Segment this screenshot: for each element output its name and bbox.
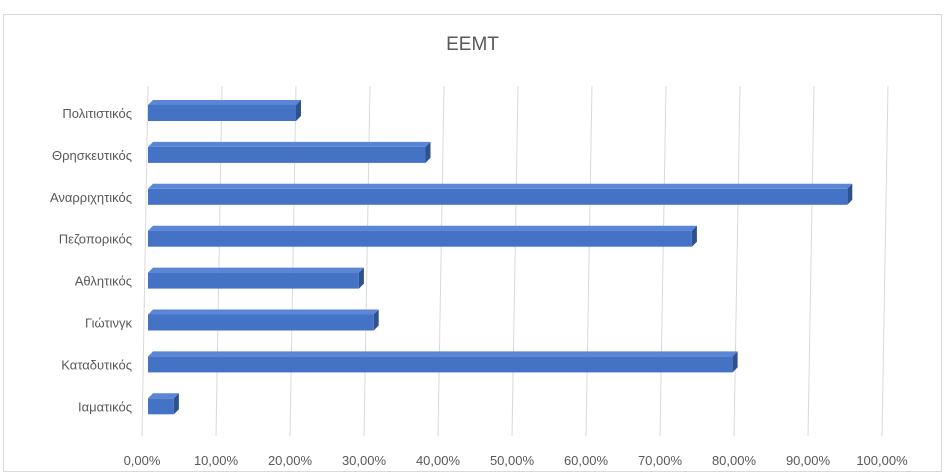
x-tick-label: 20,00%: [268, 453, 313, 468]
bar: [148, 309, 379, 331]
x-axis-tick-labels: 0,00% 10,00% 20,00% 30,00% 40,00% 50,00% 60,00…: [124, 453, 909, 468]
bar: [148, 393, 179, 415]
x-tick-label: 80,00%: [712, 453, 757, 468]
category-label: Ιαματικός: [78, 399, 132, 414]
gridline: [141, 85, 149, 437]
bar-side-face: [732, 351, 738, 373]
bar-top-face: [148, 141, 431, 147]
x-tick-label: 60,00%: [564, 453, 609, 468]
category-label: Θρησκευτικός: [52, 148, 132, 163]
category-label: Γιώτινγκ: [85, 316, 132, 331]
bar-side-face: [358, 267, 364, 289]
x-tick-label: 0,00%: [124, 453, 161, 468]
bars: [148, 100, 853, 415]
chart-title: ΕΕΜΤ: [446, 34, 499, 55]
bar: [148, 267, 364, 289]
bar-side-face: [691, 225, 697, 247]
bar-top-face: [148, 100, 301, 105]
bar-side-face: [373, 309, 379, 331]
bar-side-face: [296, 100, 301, 121]
bar-side-face: [173, 393, 179, 415]
bar: [148, 225, 697, 247]
bar-top-face: [148, 309, 379, 315]
bar: [148, 100, 301, 121]
category-label: Πεζοπορικός: [59, 232, 132, 247]
gridline: [659, 85, 667, 437]
bar: [148, 183, 853, 205]
bar-side-face: [425, 141, 431, 163]
gridline: [511, 85, 519, 437]
bar-top-face: [148, 183, 853, 189]
gridline: [215, 85, 223, 437]
bar-front-face: [148, 105, 296, 121]
bar-front-face: [148, 230, 692, 247]
bar-front-face: [148, 146, 426, 163]
gridline: [363, 85, 371, 437]
gridline: [733, 85, 741, 437]
bar-front-face: [148, 272, 359, 289]
x-tick-label: 90,00%: [786, 453, 831, 468]
bar: [148, 351, 738, 373]
x-tick-label: 70,00%: [638, 453, 683, 468]
bar-side-face: [847, 183, 853, 205]
x-tick-label: 50,00%: [490, 453, 535, 468]
gridline: [881, 85, 889, 437]
bar-top-face: [148, 225, 697, 231]
bar-front-face: [148, 188, 848, 205]
gridline: [437, 85, 445, 437]
x-tick-label: 100,00%: [856, 453, 908, 468]
gridline: [585, 85, 593, 437]
category-label: Πολιτιστικός: [62, 106, 132, 121]
bar-top-face: [148, 351, 738, 357]
category-labels: Πολιτιστικός Θρησκευτικός Αναρριχητικός Πεζ…: [50, 106, 133, 414]
bar-front-face: [148, 398, 174, 415]
gridline: [289, 85, 297, 437]
category-label: Αναρριχητικός: [50, 190, 132, 205]
x-tick-label: 40,00%: [416, 453, 461, 468]
bar-front-face: [148, 314, 374, 331]
bar: [148, 141, 431, 163]
category-label: Καταδυτικός: [61, 357, 132, 372]
bar-top-face: [148, 267, 364, 273]
bar-top-face: [148, 393, 179, 399]
category-label: Αθλητικός: [75, 274, 132, 289]
x-tick-label: 30,00%: [342, 453, 387, 468]
x-tick-label: 10,00%: [194, 453, 239, 468]
grid-lines: [141, 85, 889, 437]
gridline: [807, 85, 815, 437]
bar-front-face: [148, 356, 733, 373]
